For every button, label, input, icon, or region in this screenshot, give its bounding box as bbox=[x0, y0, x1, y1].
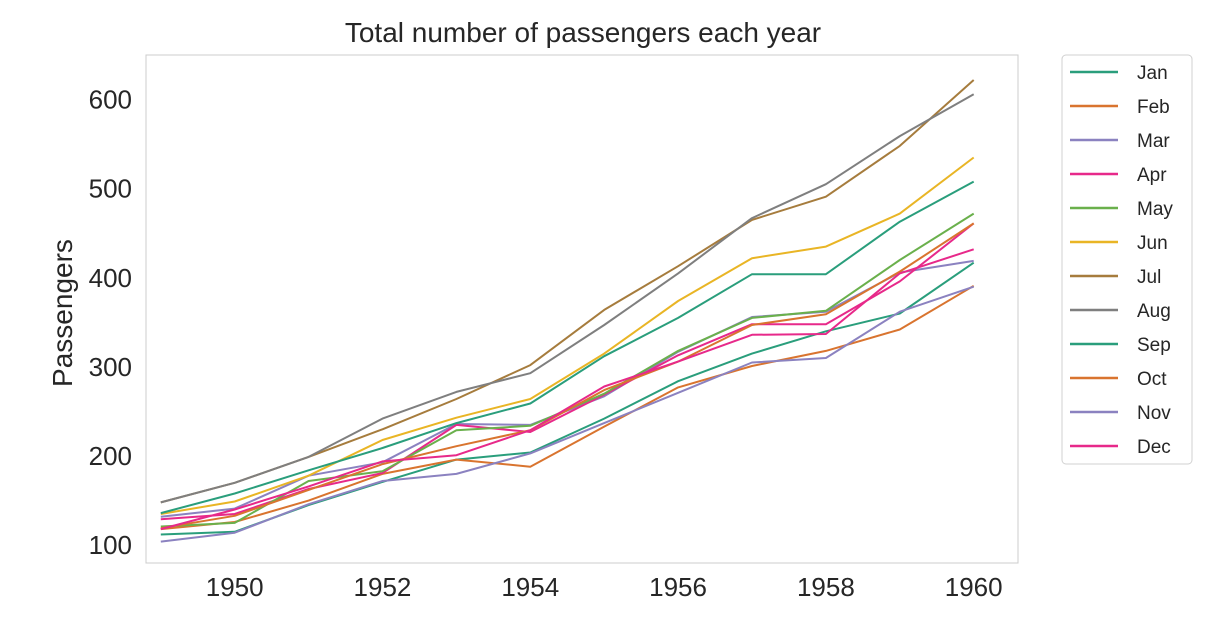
y-tick-label: 400 bbox=[89, 263, 132, 293]
legend-item-apr: Apr bbox=[1070, 165, 1167, 186]
legend-item-jun: Jun bbox=[1070, 233, 1168, 254]
legend-item-mar: Mar bbox=[1070, 131, 1170, 152]
legend-label: Dec bbox=[1137, 437, 1171, 458]
legend-item-nov: Nov bbox=[1070, 403, 1171, 424]
series-line-jun bbox=[160, 156, 975, 515]
legend-item-aug: Aug bbox=[1070, 301, 1171, 322]
legend-item-oct: Oct bbox=[1070, 369, 1167, 390]
plot-area bbox=[145, 54, 1019, 564]
x-tick-label: 1950 bbox=[206, 572, 264, 602]
y-tick-label: 100 bbox=[89, 530, 132, 560]
legend-item-jan: Jan bbox=[1070, 63, 1168, 84]
y-tick-labels: 100 200 300 400 500 600 bbox=[89, 85, 132, 561]
y-tick-label: 600 bbox=[89, 85, 132, 115]
legend-label: Jun bbox=[1137, 233, 1168, 254]
legend-label: Apr bbox=[1137, 165, 1167, 186]
legend-label: Mar bbox=[1137, 131, 1170, 152]
legend-item-jul: Jul bbox=[1070, 267, 1161, 288]
legend-box bbox=[1061, 54, 1193, 465]
chart-title: Total number of passengers each year bbox=[345, 17, 821, 48]
legend-item-sep: Sep bbox=[1070, 335, 1171, 356]
y-tick-label: 500 bbox=[89, 174, 132, 204]
legend-item-feb: Feb bbox=[1070, 97, 1170, 118]
legend-label: May bbox=[1137, 199, 1173, 220]
series-line-aug bbox=[160, 93, 975, 504]
y-tick-label: 200 bbox=[89, 441, 132, 471]
legend-label: Nov bbox=[1137, 403, 1171, 424]
legend: Jan Feb Mar Apr May Jun Jul Aug Sep Oct Nov Dec bbox=[1061, 54, 1193, 465]
x-tick-label: 1958 bbox=[797, 572, 855, 602]
x-tick-label: 1954 bbox=[501, 572, 559, 602]
x-tick-label: 1956 bbox=[649, 572, 707, 602]
legend-item-may: May bbox=[1070, 199, 1173, 220]
x-tick-label: 1960 bbox=[945, 572, 1003, 602]
series-lines bbox=[160, 79, 975, 543]
series-line-oct bbox=[160, 222, 975, 530]
legend-label: Jan bbox=[1137, 63, 1168, 84]
series-line-sep bbox=[160, 180, 975, 515]
series-line-feb bbox=[160, 284, 975, 531]
legend-label: Sep bbox=[1137, 335, 1171, 356]
legend-label: Feb bbox=[1137, 97, 1170, 118]
x-tick-label: 1952 bbox=[354, 572, 412, 602]
legend-label: Aug bbox=[1137, 301, 1171, 322]
y-tick-label: 300 bbox=[89, 352, 132, 382]
y-axis-label: Passengers bbox=[47, 239, 78, 387]
legend-label: Oct bbox=[1137, 369, 1167, 390]
legend-item-dec: Dec bbox=[1070, 437, 1171, 458]
series-line-nov bbox=[160, 285, 975, 543]
series-line-dec bbox=[160, 248, 975, 531]
x-tick-labels: 1950 1952 1954 1956 1958 1960 bbox=[206, 572, 1003, 602]
legend-label: Jul bbox=[1137, 267, 1161, 288]
